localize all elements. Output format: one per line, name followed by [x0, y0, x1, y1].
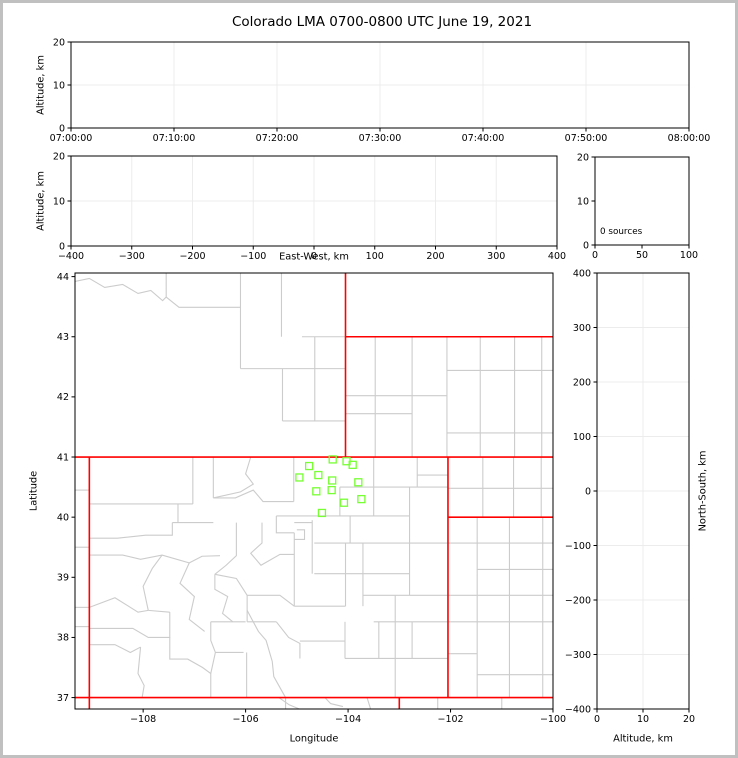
svg-text:10: 10 — [53, 196, 65, 207]
svg-text:−100: −100 — [540, 714, 566, 725]
figure-title: Colorado LMA 0700-0800 UTC June 19, 2021 — [231, 14, 533, 30]
svg-text:100: 100 — [573, 432, 591, 443]
svg-text:07:20:00: 07:20:00 — [256, 133, 299, 144]
svg-text:200: 200 — [426, 251, 444, 262]
svg-text:−106: −106 — [233, 714, 259, 725]
svg-text:20: 20 — [683, 714, 695, 725]
ns-height-ylabel: North-South, km — [697, 450, 709, 532]
svg-text:0: 0 — [59, 123, 65, 134]
svg-text:0: 0 — [311, 251, 317, 262]
svg-text:−300: −300 — [119, 251, 145, 262]
svg-text:200: 200 — [573, 377, 591, 388]
ew-height-ylabel: Altitude, km — [35, 171, 47, 231]
svg-text:−400: −400 — [58, 251, 84, 262]
svg-text:37: 37 — [57, 693, 69, 704]
svg-text:08:00:00: 08:00:00 — [668, 133, 711, 144]
svg-text:400: 400 — [548, 251, 566, 262]
svg-text:400: 400 — [573, 268, 591, 279]
map-xlabel: Longitude — [289, 733, 339, 745]
svg-text:0: 0 — [594, 714, 600, 725]
source-count-annotation: 0 sources — [600, 227, 643, 237]
svg-text:−100: −100 — [565, 541, 591, 552]
svg-text:10: 10 — [53, 80, 65, 91]
svg-text:300: 300 — [487, 251, 505, 262]
svg-text:07:50:00: 07:50:00 — [565, 133, 608, 144]
svg-text:20: 20 — [53, 151, 65, 162]
svg-text:0: 0 — [585, 486, 591, 497]
svg-text:−200: −200 — [179, 251, 205, 262]
ew-height-xlabel: East-West, km — [279, 251, 349, 263]
svg-text:−108: −108 — [130, 714, 156, 725]
map-ylabel: Latitude — [28, 470, 40, 512]
svg-text:07:00:00: 07:00:00 — [50, 133, 93, 144]
svg-text:07:10:00: 07:10:00 — [153, 133, 196, 144]
svg-text:07:40:00: 07:40:00 — [462, 133, 505, 144]
svg-text:0: 0 — [59, 241, 65, 252]
svg-text:42: 42 — [57, 392, 69, 403]
svg-text:0: 0 — [583, 240, 589, 251]
time-height-ylabel: Altitude, km — [35, 55, 47, 115]
svg-text:20: 20 — [577, 152, 589, 163]
svg-text:100: 100 — [366, 251, 384, 262]
lma-station-markers — [295, 455, 366, 518]
svg-text:100: 100 — [680, 250, 698, 261]
svg-text:−300: −300 — [565, 650, 591, 661]
svg-text:−400: −400 — [565, 704, 591, 715]
ns-height-xlabel: Altitude, km — [613, 733, 673, 745]
svg-text:−200: −200 — [565, 595, 591, 606]
svg-text:44: 44 — [57, 272, 69, 283]
svg-text:39: 39 — [57, 573, 69, 584]
svg-text:−102: −102 — [437, 714, 463, 725]
svg-text:10: 10 — [577, 196, 589, 207]
svg-text:20: 20 — [53, 37, 65, 48]
svg-text:−100: −100 — [240, 251, 266, 262]
svg-text:38: 38 — [57, 633, 69, 644]
svg-text:07:30:00: 07:30:00 — [359, 133, 402, 144]
svg-text:10: 10 — [637, 714, 649, 725]
svg-text:41: 41 — [57, 452, 69, 463]
svg-text:50: 50 — [636, 250, 648, 261]
svg-text:−104: −104 — [335, 714, 361, 725]
svg-text:43: 43 — [57, 332, 69, 343]
svg-text:0: 0 — [592, 250, 598, 261]
svg-text:300: 300 — [573, 323, 591, 334]
svg-text:40: 40 — [57, 512, 69, 523]
